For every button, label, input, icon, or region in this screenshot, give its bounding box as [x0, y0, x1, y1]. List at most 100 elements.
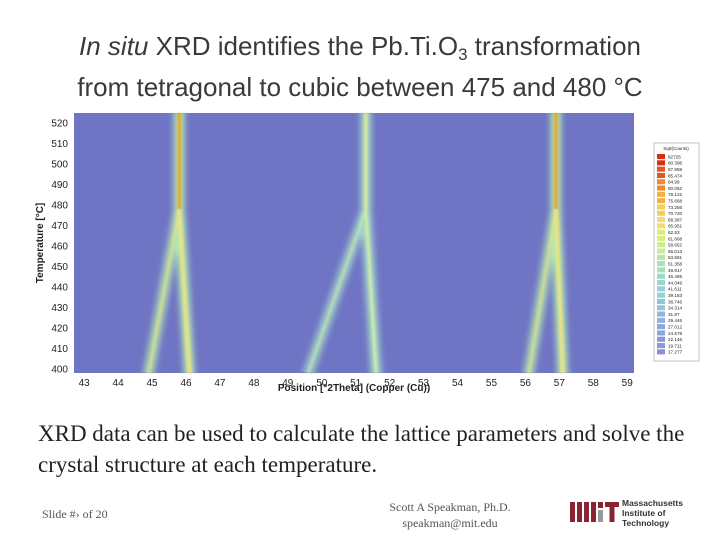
y-tick-label-410: 410	[51, 344, 68, 355]
legend-swatch-31	[657, 343, 665, 349]
mit-logo: Massachusetts Institute of Technology	[570, 498, 690, 528]
peak-1-branch-a-core	[147, 209, 181, 374]
y-axis-ticks: 400 410 420 430 440 450 460 470 480 490 500 510 520	[51, 119, 68, 376]
legend-swatch-32	[657, 349, 665, 355]
y-tick-label-490: 490	[51, 180, 68, 191]
x-tick-label-43: 43	[79, 378, 91, 389]
title-line-1: In situ XRD identifies the Pb.Ti.O3 tran…	[0, 30, 720, 71]
x-tick-label-46: 46	[180, 378, 192, 389]
y-tick-label-460: 460	[51, 242, 68, 253]
author-info: Scott A Speakman, Ph.D. speakman@mit.edu	[370, 499, 530, 531]
x-tick-label-49: 49	[282, 378, 294, 389]
legend-value-6: 80.052	[668, 186, 682, 191]
legend-value-10: 70.720	[668, 211, 682, 216]
y-tick-label-480: 480	[51, 201, 68, 212]
legend-value-2: 80.396	[668, 161, 682, 166]
x-tick-label-57: 57	[554, 378, 566, 389]
legend-swatch-8	[657, 198, 665, 204]
legend-swatch-7	[657, 191, 665, 197]
slide-number: Slide #› of 20	[42, 507, 108, 521]
legend-value-5: 84.99	[668, 180, 680, 185]
slide-title: In situ XRD identifies the Pb.Ti.O3 tran…	[0, 30, 720, 104]
legend-swatch-30	[657, 336, 665, 342]
legend-value-31: 19.711	[668, 343, 682, 348]
legend-swatch-27	[657, 317, 665, 323]
legend-swatch-19	[657, 267, 665, 273]
legend-value-17: 53.581	[668, 255, 682, 260]
legend-value-13: 62.53	[668, 230, 680, 235]
legend-swatch-22	[657, 286, 665, 292]
x-tick-label-56: 56	[520, 378, 532, 389]
legend-swatch-1	[657, 154, 665, 160]
x-tick-label-53: 53	[418, 378, 430, 389]
x-tick-label-51: 51	[350, 378, 362, 389]
peak-3-branch-a-core	[527, 209, 557, 374]
y-tick-label-420: 420	[51, 323, 68, 334]
logo-line-2: Institute of	[622, 508, 666, 518]
title-part-2: transformation	[467, 31, 641, 61]
y-tick-label-520: 520	[51, 119, 68, 130]
peak-2-branch-b-core	[364, 209, 378, 374]
legend-swatch-9	[657, 204, 665, 210]
x-tick-label-47: 47	[214, 378, 226, 389]
mit-logo-mark	[570, 502, 619, 522]
legend-swatch-14	[657, 235, 665, 241]
legend-value-15: 58.652	[668, 243, 682, 248]
legend-swatch-13	[657, 229, 665, 235]
legend-swatch-28	[657, 324, 665, 330]
legend-value-19: 48.917	[668, 268, 682, 273]
legend-value-9: 73.256	[668, 205, 682, 210]
peak-3-branch-b-core	[554, 209, 565, 374]
legend-value-8: 75.668	[668, 199, 682, 204]
y-tick-label-430: 430	[51, 303, 68, 314]
legend-swatch-16	[657, 248, 665, 254]
legend-swatch-23	[657, 292, 665, 298]
legend-swatch-4	[657, 172, 665, 178]
peak-cores	[147, 113, 565, 374]
x-axis-label: Position [°2Theta] (Copper (Cu))	[278, 383, 430, 394]
legend-value-4: 85.474	[668, 173, 682, 178]
legend-swatch-2	[657, 160, 665, 166]
legend-value-24: 36.746	[668, 299, 682, 304]
legend-value-28: 27.012	[668, 325, 682, 330]
legend-swatch-3	[657, 166, 665, 172]
title-part-1: XRD identifies the Pb.Ti.O	[148, 31, 459, 61]
legend-value-22: 41.611	[668, 287, 682, 292]
slide-body-text: XRD data can be used to calculate the la…	[38, 421, 685, 477]
y-tick-label-500: 500	[51, 160, 68, 171]
peak-2-branch-a-core	[307, 208, 367, 374]
legend-value-29: 24.579	[668, 331, 682, 336]
x-tick-label-44: 44	[113, 378, 125, 389]
legend-value-27: 29.446	[668, 318, 682, 323]
legend-swatch-20	[657, 273, 665, 279]
y-tick-label-450: 450	[51, 262, 68, 273]
x-tick-label-59: 59	[622, 378, 634, 389]
legend-swatch-25	[657, 305, 665, 311]
peak-1-branch-b-core	[177, 209, 191, 374]
x-tick-label-50: 50	[316, 378, 328, 389]
y-tick-label-510: 510	[51, 139, 68, 150]
y-tick-label-470: 470	[51, 221, 68, 232]
legend-swatch-5	[657, 179, 665, 185]
legend-value-21: 44.049	[668, 280, 682, 285]
xrd-heatmap-chart: 400410420430440450460470480490500510520 …	[35, 113, 700, 394]
legend-swatch-24	[657, 298, 665, 304]
legend-value-16: 56.013	[668, 249, 682, 254]
x-tick-label-45: 45	[146, 378, 158, 389]
y-tick-label-440: 440	[51, 283, 68, 294]
legend-value-25: 34.314	[668, 306, 682, 311]
x-tick-label-48: 48	[248, 378, 260, 389]
legend-swatch-18	[657, 261, 665, 267]
title-line-2: from tetragonal to cubic between 475 and…	[77, 72, 643, 102]
legend-value-18: 51.358	[668, 262, 682, 267]
title-italic: In situ	[79, 31, 149, 61]
legend-value-30: 22.146	[668, 337, 682, 342]
legend-value-14: 61.668	[668, 236, 682, 241]
legend-value-12: 65.951	[668, 224, 682, 229]
title-subscript: 3	[458, 45, 468, 64]
legend-swatch-29	[657, 330, 665, 336]
author-name: Scott A Speakman, Ph.D.	[389, 500, 511, 514]
legend-value-32: 17.277	[668, 350, 682, 355]
